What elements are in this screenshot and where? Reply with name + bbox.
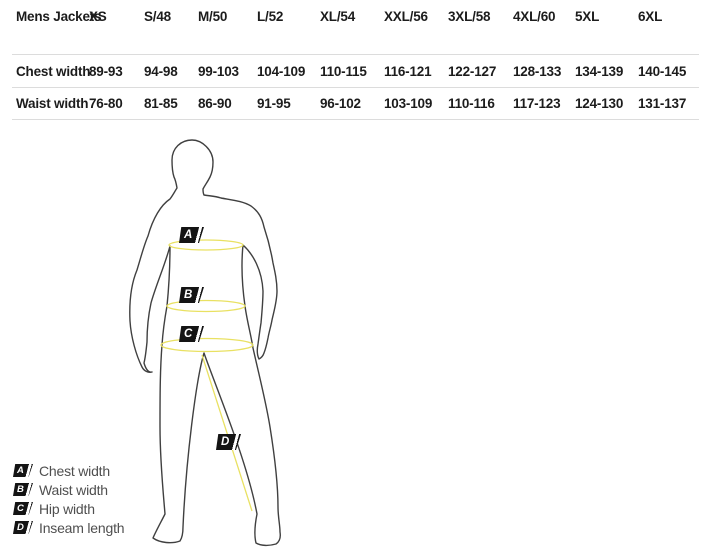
table-row-waist-width: Waist width 76-80 81-85 86-90 91-95 96-1… bbox=[12, 87, 699, 120]
body-measurement-diagram bbox=[120, 130, 360, 553]
waist-width-value: 81-85 bbox=[144, 96, 178, 111]
size-table-header-row: Mens Jackets XS S/48 M/50 L/52 XL/54 XXL… bbox=[12, 0, 699, 54]
measurement-tag-b: B bbox=[179, 287, 204, 303]
column-header-xl: XL/54 bbox=[320, 9, 356, 24]
legend-label-waist: Waist width bbox=[39, 481, 108, 498]
hip-measure-ellipse bbox=[160, 337, 254, 353]
chest-width-value: 116-121 bbox=[384, 63, 432, 79]
legend-label-chest: Chest width bbox=[39, 462, 110, 479]
size-table: Mens Jackets XS S/48 M/50 L/52 XL/54 XXL… bbox=[12, 0, 699, 120]
measurement-tag-c: C bbox=[179, 326, 204, 342]
legend-key-d: D bbox=[13, 521, 33, 534]
body-outline-figure bbox=[129, 139, 281, 547]
size-table-title: Mens Jackets bbox=[16, 9, 102, 24]
waist-width-value: 91-95 bbox=[257, 96, 291, 111]
measurement-tag-a: A bbox=[179, 227, 204, 243]
chest-width-value: 94-98 bbox=[144, 63, 178, 79]
chest-width-value: 122-127 bbox=[448, 63, 497, 79]
column-header-s: S/48 bbox=[144, 9, 171, 24]
chest-measure-ellipse bbox=[168, 239, 244, 251]
legend-key-c: C bbox=[13, 502, 33, 515]
chest-width-value: 110-115 bbox=[320, 63, 367, 79]
chest-width-value: 134-139 bbox=[575, 63, 624, 79]
legend-item-waist: B Waist width bbox=[13, 480, 124, 499]
waist-width-value: 96-102 bbox=[320, 96, 361, 111]
inseam-measure-line bbox=[201, 354, 253, 512]
column-header-m: M/50 bbox=[198, 9, 228, 24]
legend-key-b: B bbox=[13, 483, 33, 496]
legend-item-inseam: D Inseam length bbox=[13, 518, 125, 537]
waist-width-value: 110-116 bbox=[448, 96, 495, 111]
chest-width-value: 128-133 bbox=[513, 63, 562, 79]
waist-width-value: 76-80 bbox=[89, 96, 123, 111]
column-header-xs: XS bbox=[89, 9, 107, 24]
waist-width-value: 131-137 bbox=[638, 96, 687, 111]
waist-width-value: 117-123 bbox=[513, 96, 561, 111]
chest-width-value: 99-103 bbox=[198, 63, 239, 79]
body-silhouette bbox=[129, 139, 281, 547]
row-label-waist-width: Waist width bbox=[16, 96, 89, 111]
measurement-tag-d: D bbox=[216, 434, 241, 450]
legend-key-a: A bbox=[13, 464, 33, 477]
waist-measure-ellipse bbox=[166, 299, 246, 313]
waist-width-value: 124-130 bbox=[575, 96, 624, 111]
column-header-xxl: XXL/56 bbox=[384, 9, 428, 24]
chest-width-value: 89-93 bbox=[89, 63, 123, 79]
column-header-3xl: 3XL/58 bbox=[448, 9, 491, 24]
measurement-legend: A Chest width B Waist width C Hip width … bbox=[13, 461, 125, 537]
column-header-6xl: 6XL bbox=[638, 9, 663, 24]
legend-item-hip: C Hip width bbox=[13, 499, 124, 518]
column-header-4xl: 4XL/60 bbox=[513, 9, 556, 24]
chest-width-value: 104-109 bbox=[257, 63, 306, 79]
column-header-l: L/52 bbox=[257, 9, 284, 24]
table-row-chest-width: Chest width 89-93 94-98 99-103 104-109 1… bbox=[12, 54, 699, 87]
legend-label-inseam: Inseam length bbox=[39, 519, 125, 536]
waist-width-value: 86-90 bbox=[198, 96, 232, 111]
legend-label-hip: Hip width bbox=[39, 500, 95, 517]
chest-width-value: 140-145 bbox=[638, 63, 687, 79]
legend-item-chest: A Chest width bbox=[13, 461, 124, 480]
row-label-chest-width: Chest width bbox=[16, 63, 91, 79]
waist-width-value: 103-109 bbox=[384, 96, 433, 111]
column-header-5xl: 5XL bbox=[575, 9, 600, 24]
